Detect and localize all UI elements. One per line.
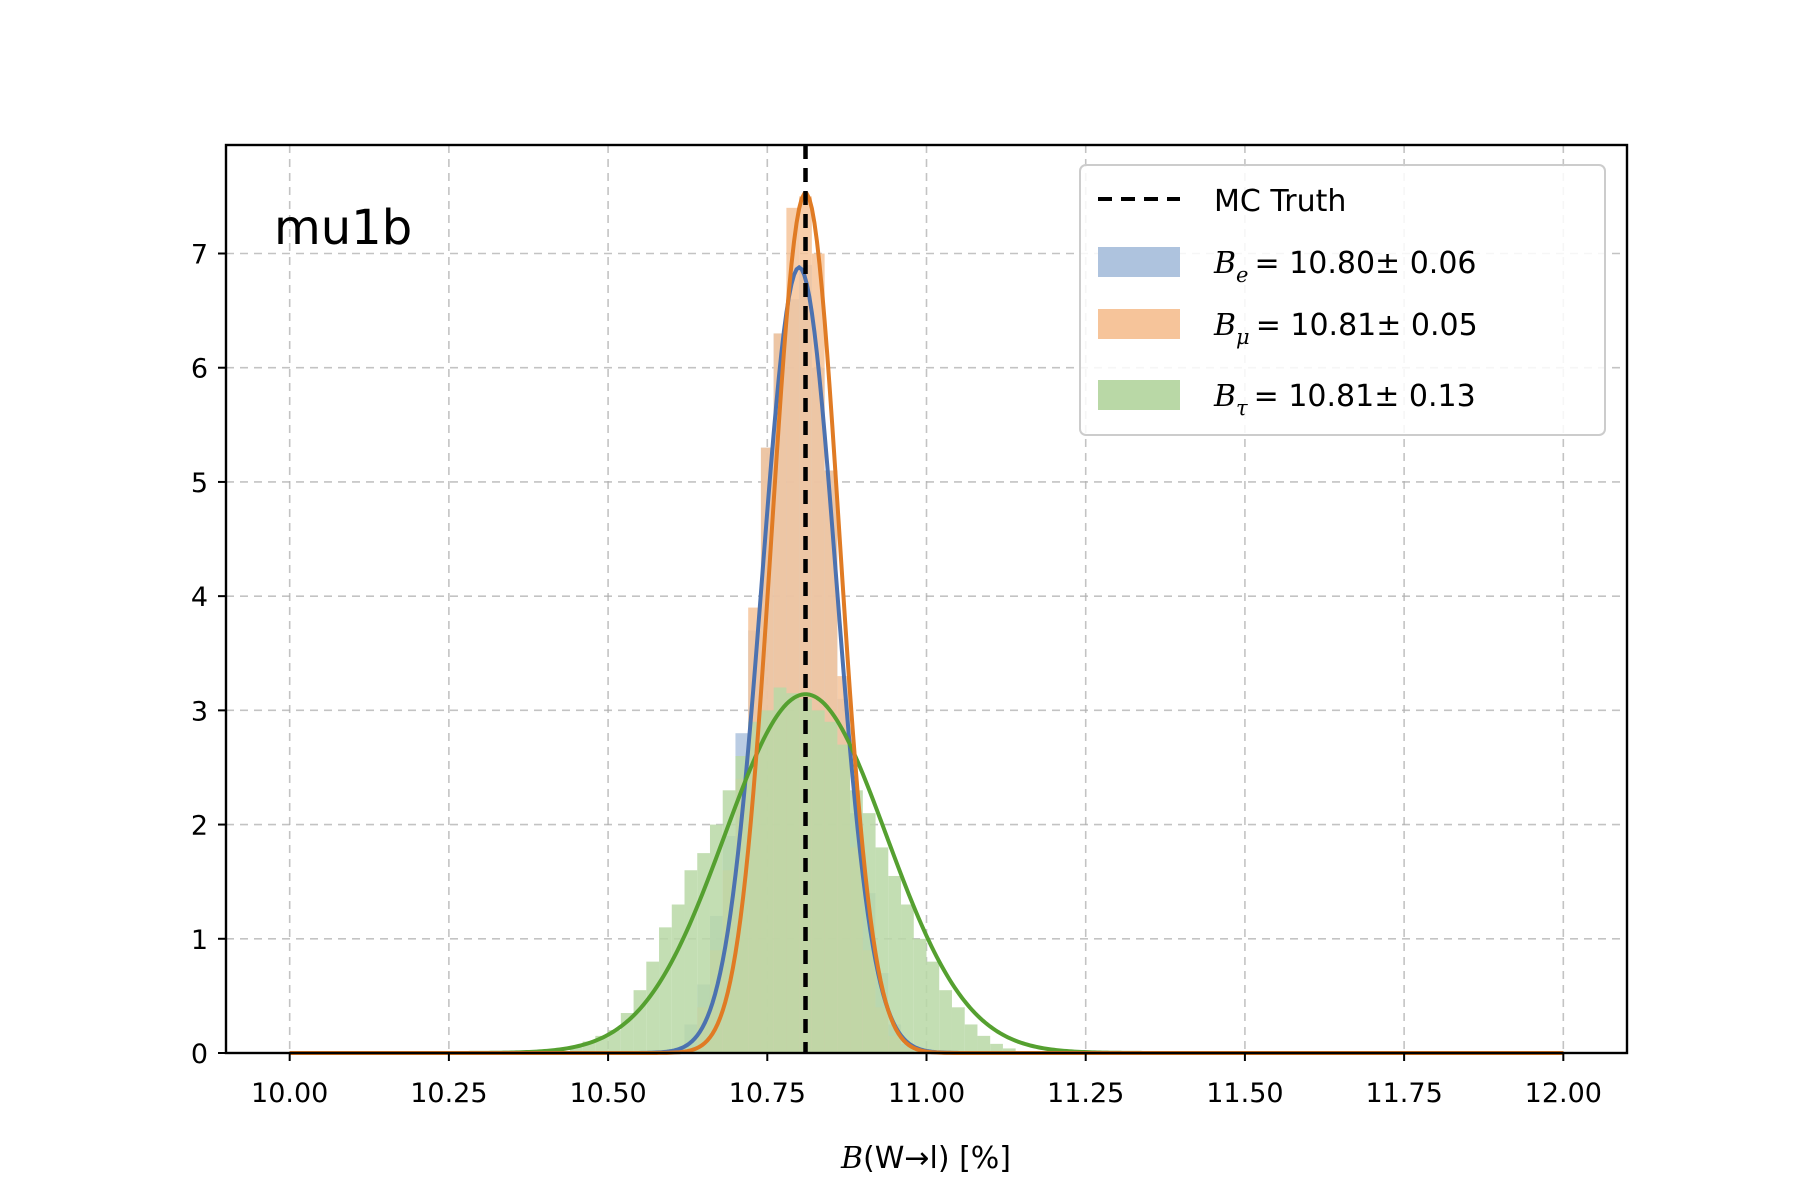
hist-bar	[582, 1041, 596, 1053]
x-tick-label: 11.25	[1047, 1078, 1124, 1109]
legend-box	[1079, 164, 1606, 436]
y-axis-ticks: 0 1 2 3 4 5 6 7	[191, 240, 226, 1070]
x-tick-label: 10.25	[410, 1078, 487, 1109]
hist-bar	[773, 687, 787, 1053]
hist-bar	[633, 990, 647, 1053]
hist-bar	[926, 961, 940, 1053]
legend-bmu-swatch	[1098, 309, 1180, 339]
x-tick-label: 11.75	[1365, 1078, 1442, 1109]
hist-bar	[569, 1047, 583, 1053]
x-tick-label: 10.75	[729, 1078, 806, 1109]
x-axis-label: B(W→l) [%]	[840, 1141, 1011, 1176]
legend-truth-label: MC Truth	[1214, 184, 1346, 219]
hist-bar	[990, 1043, 1003, 1053]
x-tick-label: 11.50	[1206, 1078, 1283, 1109]
hist-bar	[1002, 1048, 1016, 1053]
hist-bar	[939, 990, 952, 1053]
hist-bar	[659, 927, 672, 1053]
hist-bar	[837, 744, 851, 1053]
x-axis-ticks: 10.00 10.25 10.50 10.75 11.00 11.25 11.50 11.75…	[251, 1053, 1602, 1109]
hist-bar	[684, 870, 698, 1053]
y-tick-label: 7	[191, 240, 208, 271]
hist-bar	[786, 693, 800, 1053]
y-tick-label: 3	[191, 696, 208, 727]
legend-be-label: Be = 10.80± 0.06	[1213, 246, 1477, 287]
hist-bar	[951, 1007, 965, 1053]
legend-bmu-label: Bμ = 10.81± 0.05	[1213, 308, 1478, 349]
hist-bar	[875, 847, 889, 1053]
x-tick-label: 11.00	[888, 1078, 965, 1109]
hist-bar	[901, 904, 914, 1053]
y-tick-label: 2	[191, 811, 208, 842]
y-tick-label: 0	[191, 1039, 208, 1070]
y-tick-label: 4	[191, 582, 208, 613]
hist-bar	[913, 938, 927, 1053]
hist-bar	[811, 710, 825, 1053]
panel-annotation: mu1b	[274, 200, 412, 256]
hist-bar	[799, 698, 812, 1053]
histograms	[569, 196, 1016, 1054]
x-tick-label: 12.00	[1525, 1078, 1602, 1109]
hist-series-2	[569, 687, 1016, 1053]
y-tick-label: 5	[191, 468, 208, 499]
y-tick-label: 6	[191, 354, 208, 385]
legend-btau-label: Bτ = 10.81± 0.13	[1213, 379, 1476, 420]
legend-btau-swatch	[1098, 380, 1180, 410]
x-tick-label: 10.50	[569, 1078, 646, 1109]
legend: MC Truth Be = 10.80± 0.06 Bμ = 10.81± 0.05…	[1079, 164, 1606, 436]
hist-bar	[977, 1035, 991, 1053]
hist-bar	[646, 961, 660, 1053]
hist-bar	[824, 721, 838, 1053]
hist-bar	[964, 1024, 978, 1053]
x-tick-label: 10.00	[251, 1078, 328, 1109]
hist-bar	[760, 710, 774, 1053]
hist-bar	[608, 1030, 621, 1053]
legend-be-swatch	[1098, 247, 1180, 277]
hist-bar	[888, 875, 902, 1053]
hist-bar	[671, 904, 685, 1053]
y-tick-label: 1	[191, 925, 208, 956]
